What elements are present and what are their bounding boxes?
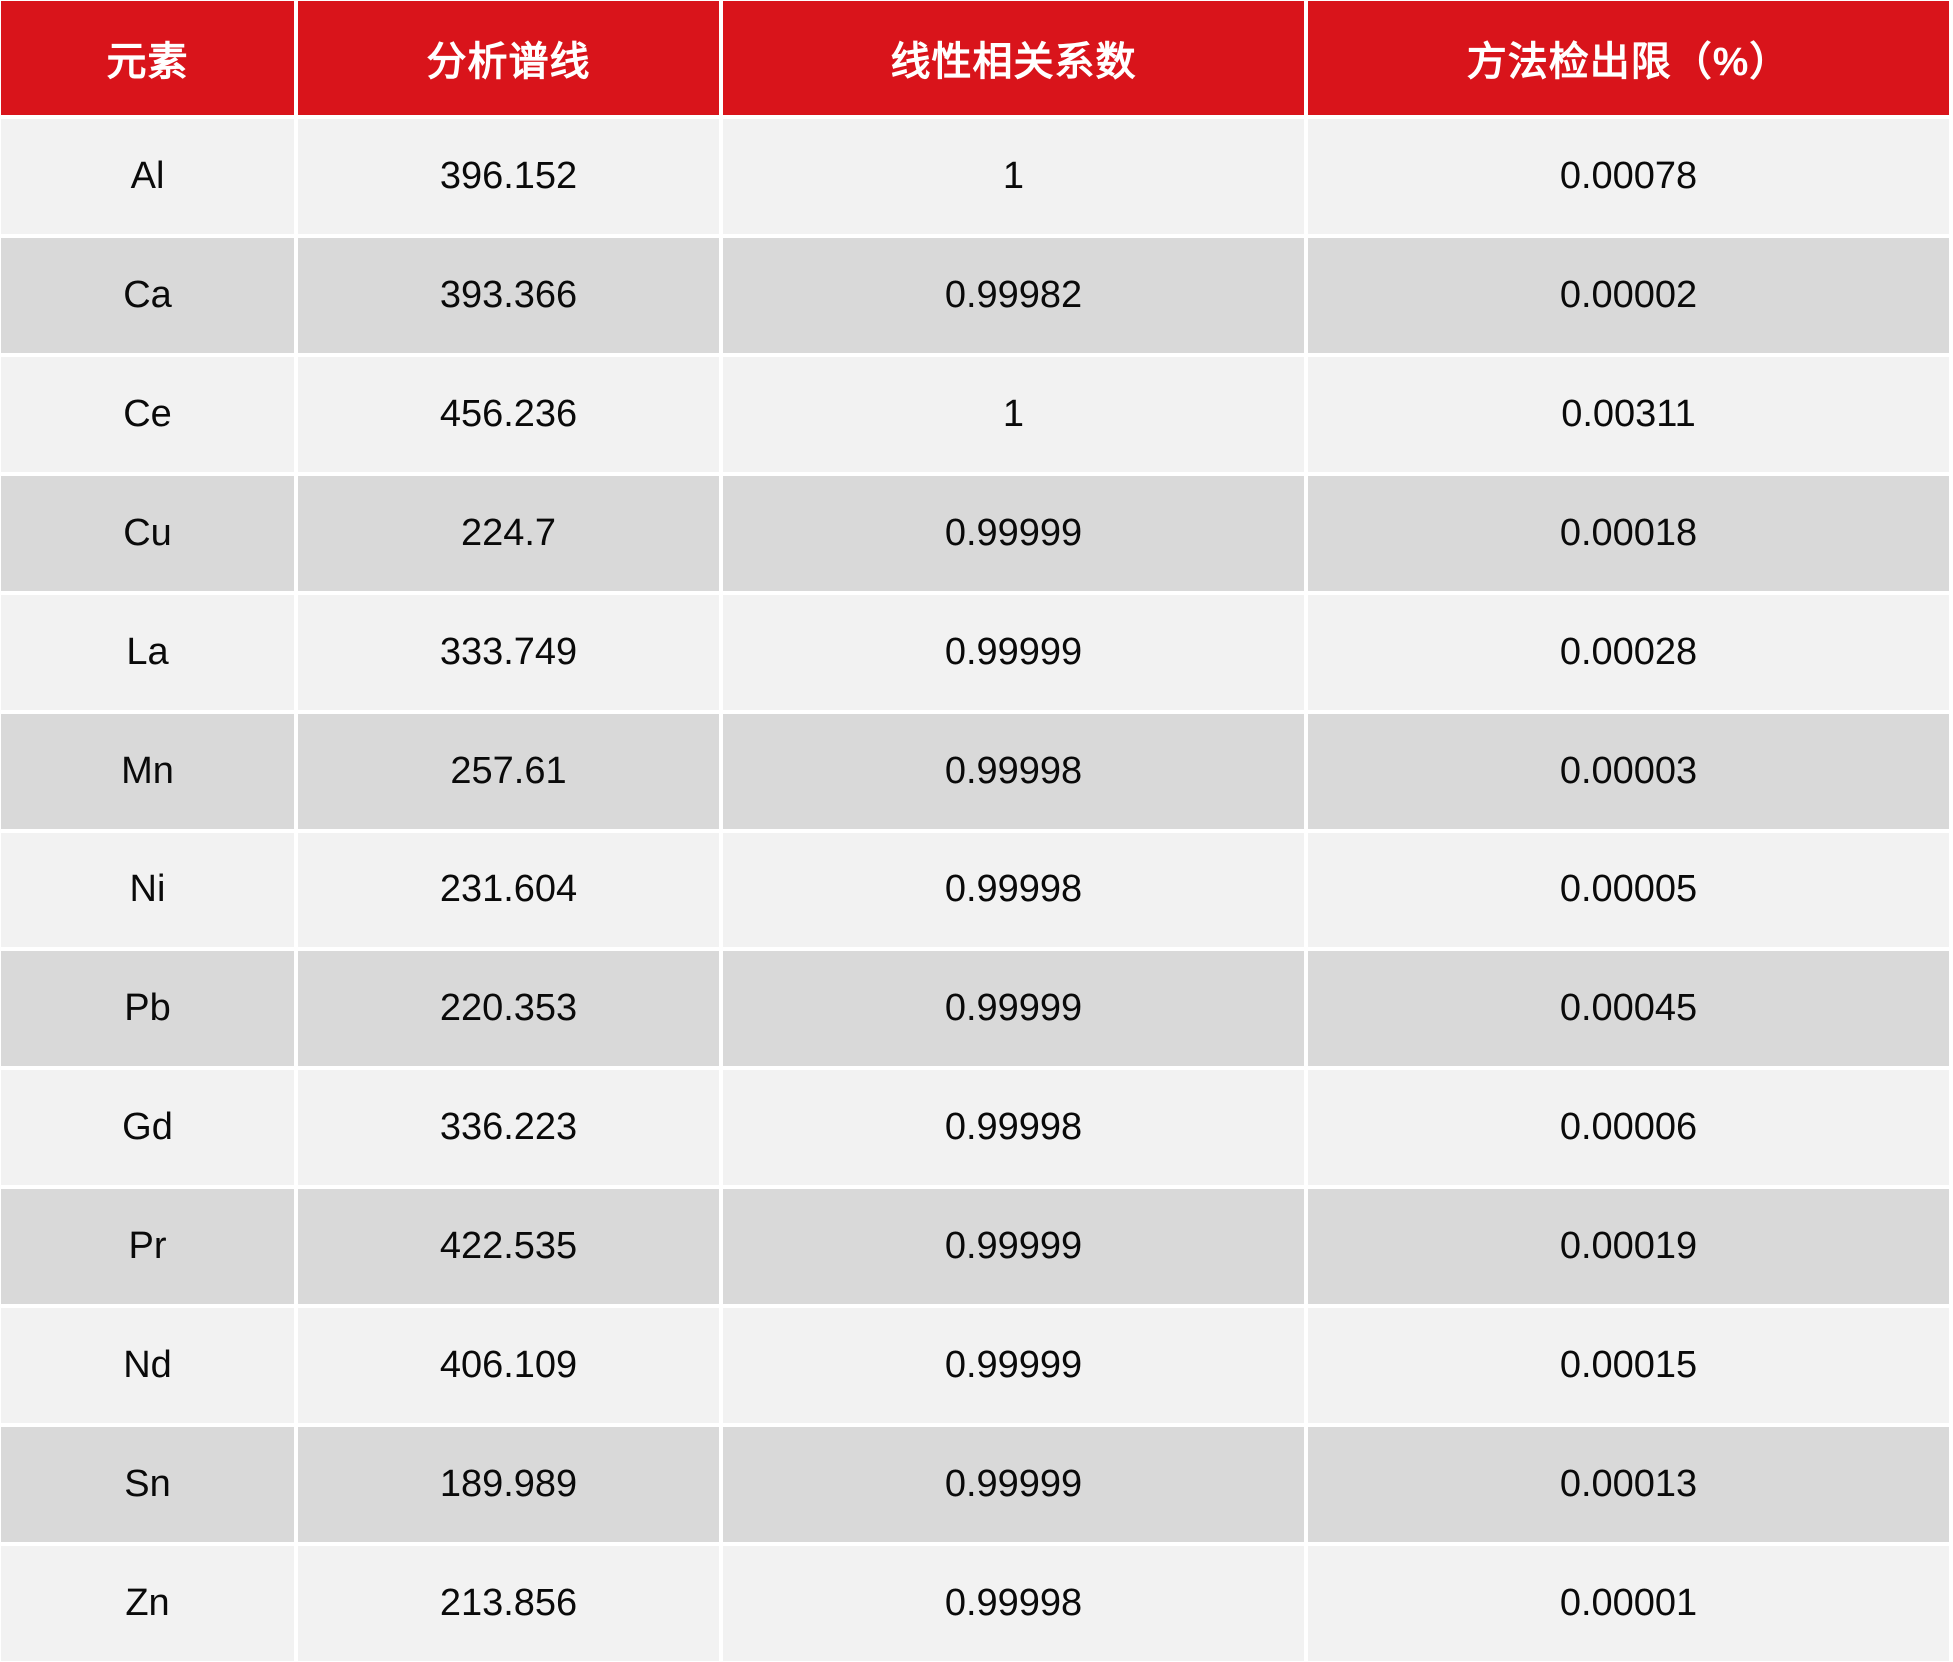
cell-spectral-line: 213.856 [298,1546,719,1661]
cell-correlation: 0.99999 [723,1189,1304,1305]
cell-spectral-line: 396.152 [298,119,719,234]
cell-element: Sn [1,1427,294,1543]
cell-detection-limit: 0.00005 [1308,832,1949,948]
cell-detection-limit: 0.00003 [1308,713,1949,829]
cell-detection-limit: 0.00078 [1308,119,1949,234]
cell-correlation: 1 [723,356,1304,472]
cell-element: Zn [1,1546,294,1661]
cell-spectral-line: 422.535 [298,1189,719,1305]
cell-detection-limit: 0.00045 [1308,951,1949,1067]
header-element: 元素 [1,1,294,115]
cell-detection-limit: 0.00002 [1308,237,1949,353]
cell-detection-limit: 0.00018 [1308,475,1949,591]
cell-element: Mn [1,713,294,829]
cell-detection-limit: 0.00028 [1308,594,1949,710]
cell-correlation: 0.99999 [723,951,1304,1067]
cell-element: Cu [1,475,294,591]
cell-spectral-line: 231.604 [298,832,719,948]
cell-element: Pb [1,951,294,1067]
cell-correlation: 0.99999 [723,594,1304,710]
cell-element: Ni [1,832,294,948]
cell-detection-limit: 0.00019 [1308,1189,1949,1305]
cell-correlation: 0.99999 [723,1427,1304,1543]
cell-spectral-line: 189.989 [298,1427,719,1543]
cell-correlation: 0.99998 [723,1070,1304,1186]
cell-correlation: 0.99999 [723,475,1304,591]
cell-detection-limit: 0.00311 [1308,356,1949,472]
cell-detection-limit: 0.00015 [1308,1308,1949,1424]
cell-element: Ce [1,356,294,472]
header-detection-limit: 方法检出限（%） [1308,1,1949,115]
cell-detection-limit: 0.00006 [1308,1070,1949,1186]
cell-detection-limit: 0.00013 [1308,1427,1949,1543]
cell-element: Gd [1,1070,294,1186]
cell-spectral-line: 336.223 [298,1070,719,1186]
cell-correlation: 0.99998 [723,713,1304,829]
cell-element: Pr [1,1189,294,1305]
cell-element: Ca [1,237,294,353]
header-correlation: 线性相关系数 [723,1,1304,115]
cell-detection-limit: 0.00001 [1308,1546,1949,1661]
cell-element: Nd [1,1308,294,1424]
cell-spectral-line: 333.749 [298,594,719,710]
cell-correlation: 0.99999 [723,1308,1304,1424]
cell-spectral-line: 257.61 [298,713,719,829]
header-spectral-line: 分析谱线 [298,1,719,115]
cell-correlation: 1 [723,119,1304,234]
cell-spectral-line: 224.7 [298,475,719,591]
cell-spectral-line: 406.109 [298,1308,719,1424]
cell-correlation: 0.99982 [723,237,1304,353]
cell-spectral-line: 393.366 [298,237,719,353]
cell-element: La [1,594,294,710]
cell-spectral-line: 456.236 [298,356,719,472]
cell-correlation: 0.99998 [723,1546,1304,1661]
cell-element: Al [1,119,294,234]
cell-spectral-line: 220.353 [298,951,719,1067]
cell-correlation: 0.99998 [723,832,1304,948]
